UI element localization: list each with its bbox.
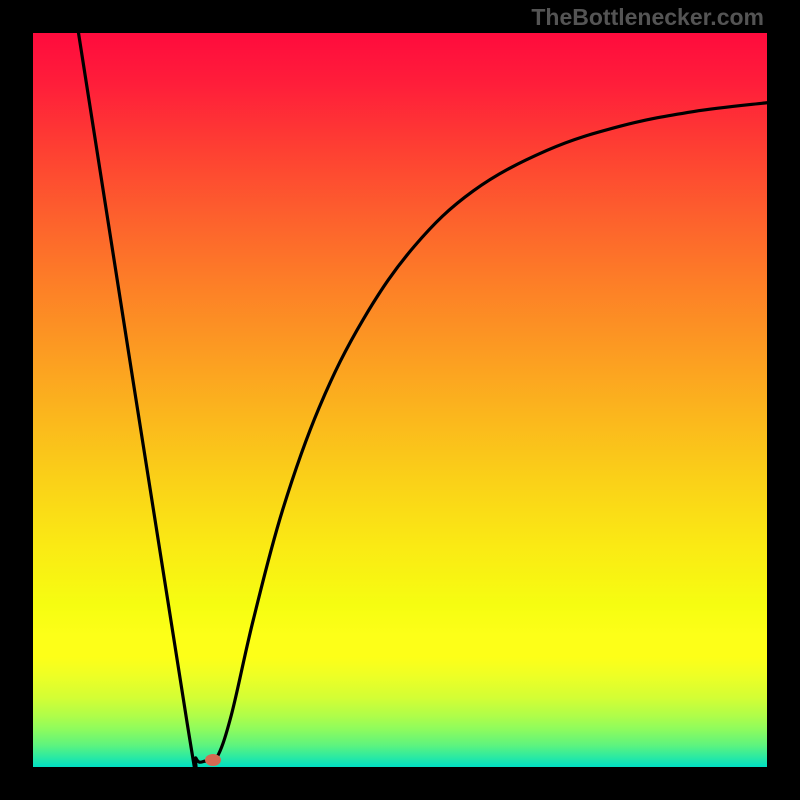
bottleneck-curve	[33, 33, 767, 767]
plot-area	[33, 33, 767, 767]
curve-path	[79, 33, 767, 767]
attribution-text: TheBottlenecker.com	[531, 4, 764, 31]
optimum-marker	[205, 754, 221, 766]
chart-frame: TheBottlenecker.com	[0, 0, 800, 800]
